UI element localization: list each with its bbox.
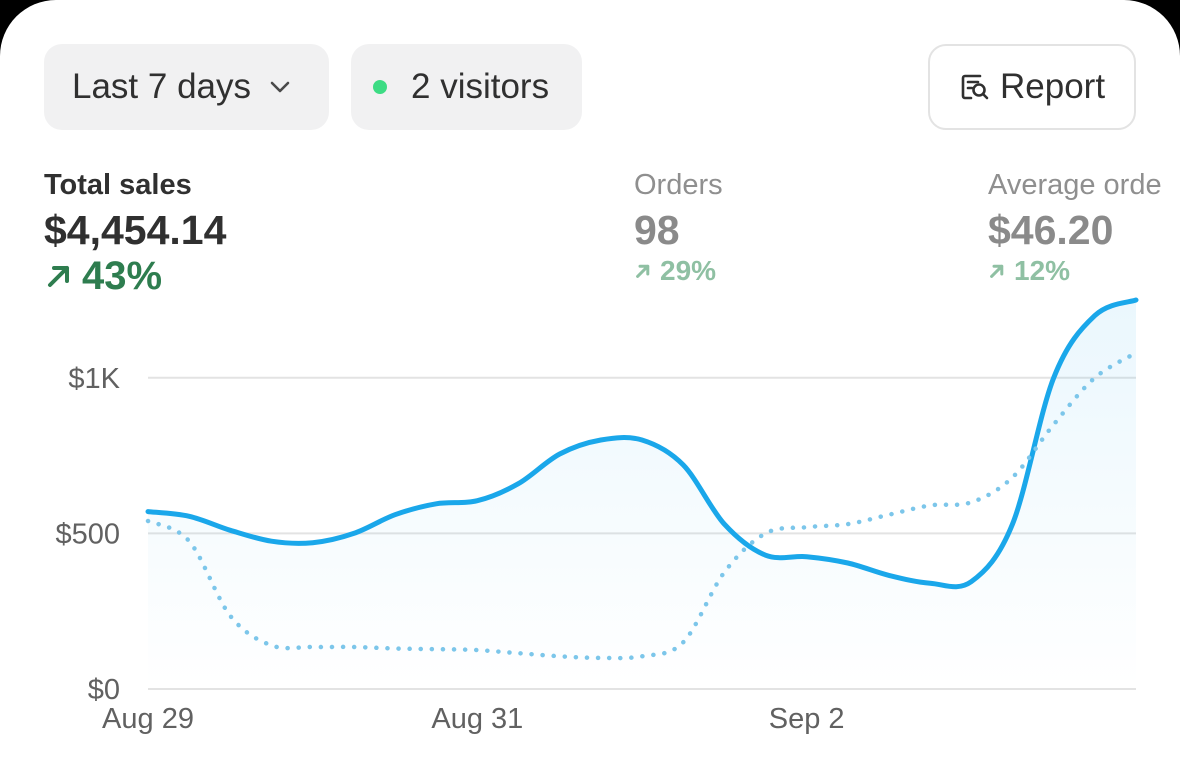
arrow-up-right-icon <box>48 266 69 287</box>
x-tick-label: Sep 2 <box>769 703 845 735</box>
visitors-label: 2 visitors <box>411 67 550 106</box>
metric-average-order[interactable]: Average orde $46.20 12% <box>988 168 1162 288</box>
metric-value: $46.20 <box>988 207 1114 253</box>
metric-label: Orders <box>634 169 723 201</box>
live-visitors-button[interactable]: 2 visitors <box>351 44 582 130</box>
x-tick-label: Aug 31 <box>431 703 523 735</box>
arrow-up-right-icon <box>636 264 650 278</box>
metric-label: Average orde <box>988 169 1162 201</box>
arrow-up-right-icon <box>990 264 1004 278</box>
metric-change-value: 12% <box>1014 255 1071 286</box>
report-label: Report <box>1000 67 1106 106</box>
sales-area-fill <box>148 300 1136 689</box>
metric-value: $4,454.14 <box>44 207 227 253</box>
date-range-dropdown[interactable]: Last 7 days <box>44 44 329 130</box>
metric-change-value: 43% <box>82 254 163 298</box>
x-tick-label: Aug 29 <box>102 703 194 735</box>
metric-total-sales[interactable]: Total sales $4,454.14 43% <box>44 168 226 298</box>
metric-change: 29% <box>634 254 723 288</box>
y-tick-label: $1K <box>68 363 120 395</box>
metric-change: 12% <box>988 254 1162 288</box>
y-tick-label: $0 <box>88 674 120 706</box>
report-button[interactable]: Report <box>928 44 1136 130</box>
metric-value: 98 <box>634 207 680 253</box>
chevron-down-icon <box>269 80 291 94</box>
comparison-period-line <box>145 350 1139 661</box>
metric-orders[interactable]: Orders 98 29% <box>634 168 723 288</box>
metric-label: Total sales <box>44 169 192 201</box>
current-period-line <box>145 297 1139 590</box>
metric-change-value: 29% <box>660 255 717 286</box>
status-dot-icon <box>373 80 387 94</box>
y-tick-label: $500 <box>55 518 120 550</box>
report-search-icon <box>958 71 990 103</box>
date-range-label: Last 7 days <box>72 67 251 106</box>
metric-change: 43% <box>44 254 226 298</box>
